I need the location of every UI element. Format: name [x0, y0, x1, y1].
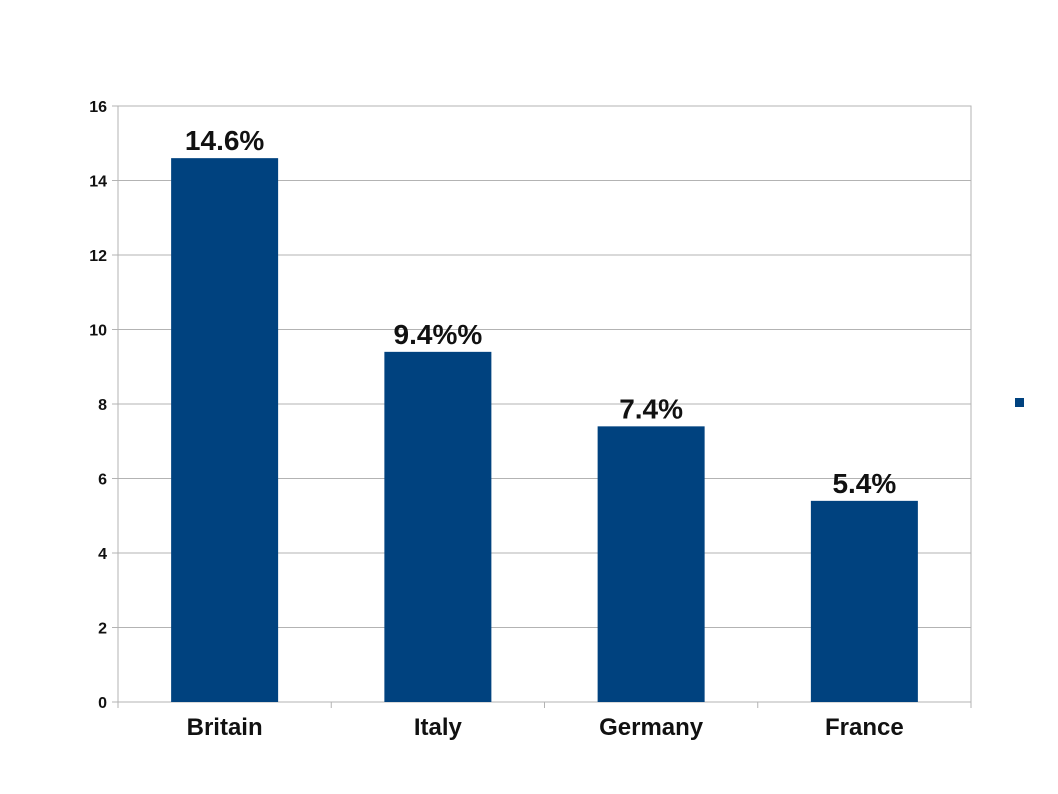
y-tick-label: 2 [98, 621, 107, 638]
data-label: 5.4% [832, 468, 896, 499]
bar-italy [384, 351, 492, 702]
y-tick-label: 0 [98, 695, 107, 712]
y-tick-label: 12 [89, 248, 107, 265]
bar-germany [597, 426, 705, 702]
x-tick-label: Britain [187, 714, 263, 741]
legend-key-icon [1015, 398, 1024, 407]
x-tick-label: Italy [414, 714, 463, 741]
data-label: 9.4%% [394, 319, 483, 350]
y-tick-label: 10 [89, 323, 107, 340]
y-tick-label: 4 [98, 546, 107, 563]
y-tick-label: 16 [89, 99, 107, 116]
data-label: 14.6% [185, 125, 264, 156]
y-tick-label: 8 [98, 397, 107, 414]
y-tick-label: 14 [89, 174, 107, 191]
data-label: 7.4% [619, 393, 683, 424]
x-tick-label: France [825, 714, 904, 741]
bar-france [810, 500, 918, 702]
data-labels: 14.6% 9.4%% 7.4% 5.4% [185, 125, 896, 499]
bars [171, 158, 918, 702]
y-axis-ticks: 0 2 4 6 8 10 12 14 16 [89, 99, 118, 712]
x-tick-label: Germany [599, 714, 704, 741]
y-tick-label: 6 [98, 472, 107, 489]
x-axis: Britain Italy Germany France [117, 702, 972, 741]
bar-britain [171, 158, 279, 702]
